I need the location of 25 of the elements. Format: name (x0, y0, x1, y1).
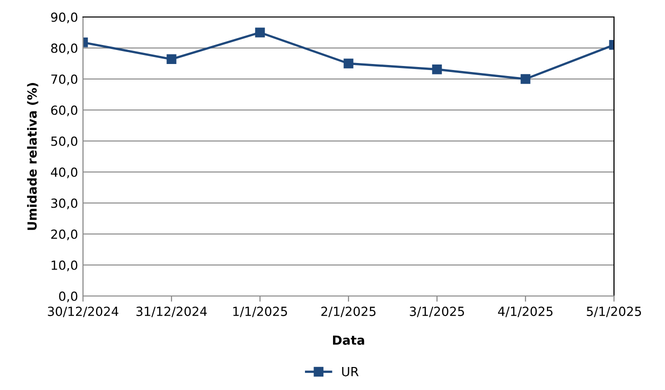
y-tick-label: 80,0 (51, 43, 78, 54)
y-tick-label: 70,0 (51, 74, 78, 86)
x-axis-title: Data (333, 336, 364, 345)
y-tick-label: 40,0 (50, 167, 78, 178)
y-tick-label: 60,0 (51, 105, 78, 116)
y-tick-label: 10,0 (52, 260, 78, 272)
y-tick-label: 50,0 (51, 136, 78, 148)
x-tick-label: 30/12/2024 (48, 306, 118, 318)
x-tick-label: 31/12/2024 (136, 306, 207, 318)
y-tick-label: 0,0 (59, 291, 78, 302)
point (520, 74, 530, 84)
x-tick-label: 3/1/2025 (410, 306, 464, 318)
x-tick-label: 4/1/2025 (498, 306, 552, 318)
y-tick-label: 30,0 (51, 198, 78, 210)
legend-label: UR (342, 367, 359, 376)
point (344, 58, 354, 68)
point (255, 28, 265, 38)
point (166, 54, 176, 64)
y-tick-label: 90,0 (51, 12, 78, 24)
x-tick-label: 2/1/2025 (321, 306, 376, 318)
y-tick-label: 20,0 (51, 229, 78, 240)
x-tick-label: 5/1/2025 (586, 306, 641, 318)
x-tick-label: 1/1/2025 (233, 306, 287, 318)
y-axis-title: Umidade relativa (%) (27, 83, 38, 230)
point (432, 64, 442, 74)
